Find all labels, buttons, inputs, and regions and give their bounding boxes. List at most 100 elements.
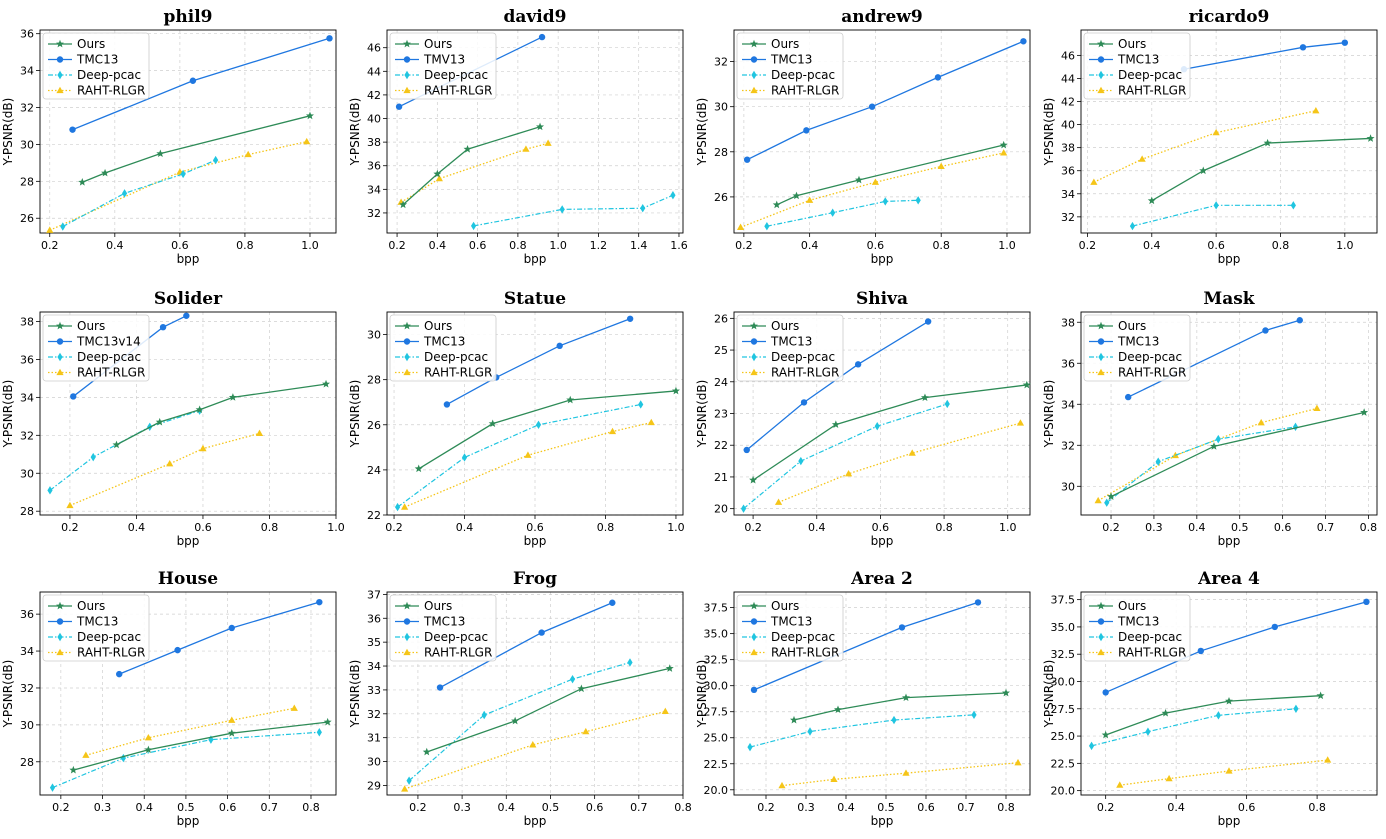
legend-marker (751, 70, 757, 80)
y-tick-label: 26 (20, 212, 34, 225)
series-line (793, 692, 1007, 721)
data-point (999, 140, 1008, 149)
series-raht-rlgr (401, 418, 655, 510)
legend-marker (56, 648, 64, 656)
chart-title: phil9 (164, 7, 213, 27)
y-tick-label: 34 (1061, 398, 1075, 411)
x-tick-label: 0.3 (1145, 521, 1163, 534)
x-axis-label: bpp (1218, 534, 1241, 548)
legend-marker (751, 352, 757, 362)
y-tick-label: 32 (20, 429, 34, 442)
series-line (446, 318, 631, 406)
data-point (609, 599, 616, 606)
y-tick-label: 32 (367, 708, 381, 721)
data-point (227, 728, 236, 737)
legend-marker (750, 648, 758, 656)
data-point (1014, 758, 1022, 766)
y-tick-label: 36 (367, 160, 381, 173)
chart-mask: Mask 0.2 0.3 0.4 0.5 0.6 0.7 0.8 30 32 34 36 38 bpp Y-… (1042, 289, 1378, 548)
series-tmc13 (743, 38, 1027, 163)
chart-title: david9 (504, 7, 567, 27)
data-point (1215, 711, 1222, 720)
data-point (1000, 149, 1008, 156)
legend-label: RAHT-RLGR (1118, 646, 1186, 660)
series-ours (399, 122, 545, 209)
data-point (116, 670, 123, 678)
x-tick-label: 1.6 (670, 239, 688, 252)
data-point (640, 204, 646, 213)
data-point (78, 178, 87, 186)
series-line (404, 421, 652, 508)
data-point (244, 150, 252, 158)
plot-frame (733, 591, 1031, 796)
chart-title: Shiva (856, 289, 908, 309)
legend-label: Deep-pcac (424, 350, 488, 364)
y-tick-label: 32 (367, 207, 381, 220)
legend-label: RAHT-RLGR (771, 84, 839, 98)
x-tick-label: 0.2 (388, 239, 406, 252)
legend-label: Ours (1118, 599, 1146, 613)
y-tick-label: 34 (367, 183, 381, 196)
data-point (743, 156, 751, 163)
x-tick-label: 1.4 (630, 239, 648, 252)
legend-marker (1097, 601, 1105, 610)
y-tick-label: 36 (1061, 165, 1075, 178)
legend-marker (750, 368, 758, 376)
data-point (874, 421, 880, 431)
chart-title: Frog (513, 569, 557, 589)
series-line (1106, 426, 1296, 504)
series-line (746, 320, 929, 451)
y-tick-label: 28 (367, 374, 381, 387)
data-point (1292, 422, 1299, 432)
series-line (49, 141, 307, 231)
data-point (90, 452, 96, 462)
data-point (414, 464, 423, 473)
y-tick-label: 28 (20, 756, 34, 769)
legend-item-raht-rlgr: RAHT-RLGR (395, 84, 492, 98)
data-point (481, 710, 487, 720)
data-point (1209, 442, 1218, 450)
data-point (868, 103, 876, 110)
x-tick-label: 0.4 (128, 521, 146, 534)
legend-item-deep-pcac: Deep-pcac (742, 68, 835, 82)
legend-label: RAHT-RLGR (77, 646, 145, 660)
series-line (1151, 137, 1371, 202)
series-raht-rlgr (774, 419, 1025, 505)
data-point (155, 417, 164, 426)
data-point (803, 127, 810, 134)
legend-box (42, 594, 150, 662)
y-tick-label: 35.0 (704, 628, 729, 641)
data-point (422, 747, 431, 756)
legend-marker (56, 368, 64, 376)
x-tick-label: 0.8 (932, 239, 950, 252)
legend-item-raht-rlgr: RAHT-RLGR (395, 366, 492, 380)
legend-box (42, 314, 150, 382)
x-axis-label: bpp (524, 534, 547, 548)
data-point (1022, 380, 1031, 389)
x-tick-label: 0.7 (630, 801, 648, 814)
data-point (638, 400, 644, 409)
series-line (426, 667, 670, 753)
legend-label: Ours (77, 37, 105, 51)
legend-marker (403, 618, 411, 625)
data-point (1215, 434, 1221, 444)
series-tmc13 (436, 599, 616, 691)
legend-label: Deep-pcac (771, 68, 835, 82)
legend-label: TMC13 (76, 53, 118, 67)
data-point (902, 769, 910, 776)
series-line (1105, 695, 1321, 736)
series-line (397, 403, 641, 508)
legend-box (389, 594, 497, 662)
data-point (316, 598, 323, 606)
legend-item-tmc13: TMC13v14 (48, 335, 141, 349)
legend-marker (1097, 338, 1105, 345)
series-line (1097, 407, 1318, 502)
series-tmc13 (69, 35, 333, 133)
data-point (1124, 393, 1132, 401)
y-tick-label: 40 (1061, 119, 1075, 132)
data-point (902, 693, 910, 702)
x-tick-label: 0.8 (1272, 239, 1290, 252)
series-line (1091, 708, 1297, 747)
data-point (871, 178, 880, 185)
legend-marker (1097, 86, 1105, 94)
